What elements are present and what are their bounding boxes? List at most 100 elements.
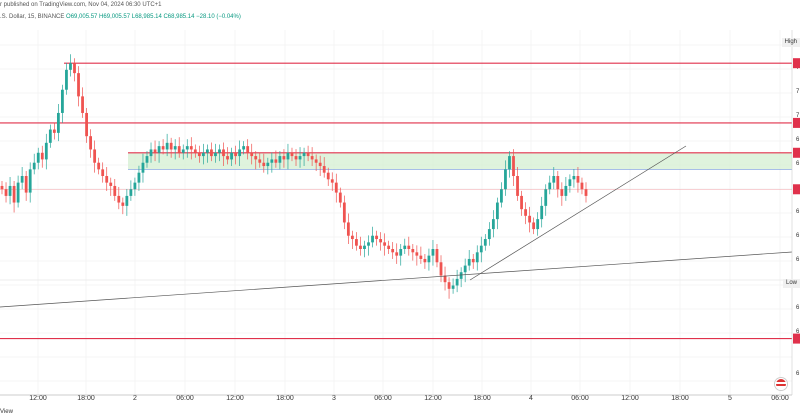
candle [435,249,439,263]
candle [532,222,536,230]
candle [371,235,374,243]
candle [40,152,44,160]
y-tick-label: 7 [796,113,800,119]
candle [129,189,133,196]
candle [246,146,250,153]
candle [346,222,350,236]
candle [564,185,568,196]
candle [528,215,532,223]
candle [137,172,141,183]
candle [61,89,64,113]
x-tick-label: 06:00 [176,395,194,402]
candle [193,149,197,153]
candle [16,182,20,203]
candle [338,192,342,203]
candle [363,245,366,249]
candle [572,176,576,180]
candle [101,169,105,176]
candle [185,146,189,150]
chart-grid [0,30,792,395]
candle [387,245,391,249]
candle [210,149,213,157]
candle [266,162,270,167]
candle [479,245,483,253]
candle [552,176,556,183]
candle [459,272,463,279]
x-tick-label: 5 [728,395,732,402]
candle [230,152,233,160]
candle [73,63,76,74]
candle [451,285,455,289]
publisher-line: r published on TradingView.com, Nov 04, … [0,2,162,8]
candle [467,258,471,266]
candle [536,219,540,230]
candle [491,219,495,230]
us-flag-icon[interactable] [775,378,787,390]
candle [584,189,588,196]
candle [214,152,217,157]
candle [258,159,262,163]
x-tick-label: 12:00 [621,395,639,402]
candle [351,235,354,240]
candle [153,149,157,153]
x-tick-label: 18:00 [671,395,689,402]
candle [177,146,181,153]
price-tag [793,184,800,195]
candles [0,54,588,299]
x-tick-label: 18:00 [276,395,294,402]
candle [278,156,282,163]
candle [69,63,72,70]
candle [65,69,68,90]
candle [145,156,149,163]
candle [495,202,499,220]
candle [44,142,48,160]
candle [8,185,12,196]
candle [105,176,109,183]
candle [407,245,411,249]
candle [487,229,491,240]
candle [201,152,205,157]
candle [28,169,32,193]
candle [274,159,278,163]
candle [306,152,310,157]
x-tick-label: 06:00 [571,395,589,402]
candle [516,176,519,196]
candle [439,262,443,276]
candle [222,149,225,157]
price-tag [793,117,800,128]
candle [399,249,403,256]
candle [415,252,419,256]
x-tick-label: 12:00 [226,395,244,402]
candle [4,189,8,196]
candle [36,152,40,163]
x-tick-label: 12:00 [29,395,47,402]
candle [447,282,451,289]
y-axis: 77776666666666 [791,30,800,395]
candle [121,202,125,206]
candle [508,156,511,170]
candle [197,152,201,157]
x-tick-label: 12:00 [424,395,442,402]
candle [12,185,16,203]
candle [379,239,382,243]
rising-trend-line [469,145,687,281]
candle [455,278,459,286]
candle [141,162,145,173]
candle [32,162,36,170]
y-tick-label: 6 [796,161,800,167]
candle [520,195,523,210]
y-tick-label: 7 [796,89,800,95]
candle [423,258,427,263]
candle [133,182,137,190]
candle [48,129,52,143]
candle [544,189,548,206]
candle [310,156,314,160]
candle [294,156,298,160]
candle [318,162,322,167]
candle [568,179,572,186]
high-tag: High [781,38,800,47]
candle [93,149,97,163]
price-tag [793,58,800,69]
candle [270,159,274,163]
